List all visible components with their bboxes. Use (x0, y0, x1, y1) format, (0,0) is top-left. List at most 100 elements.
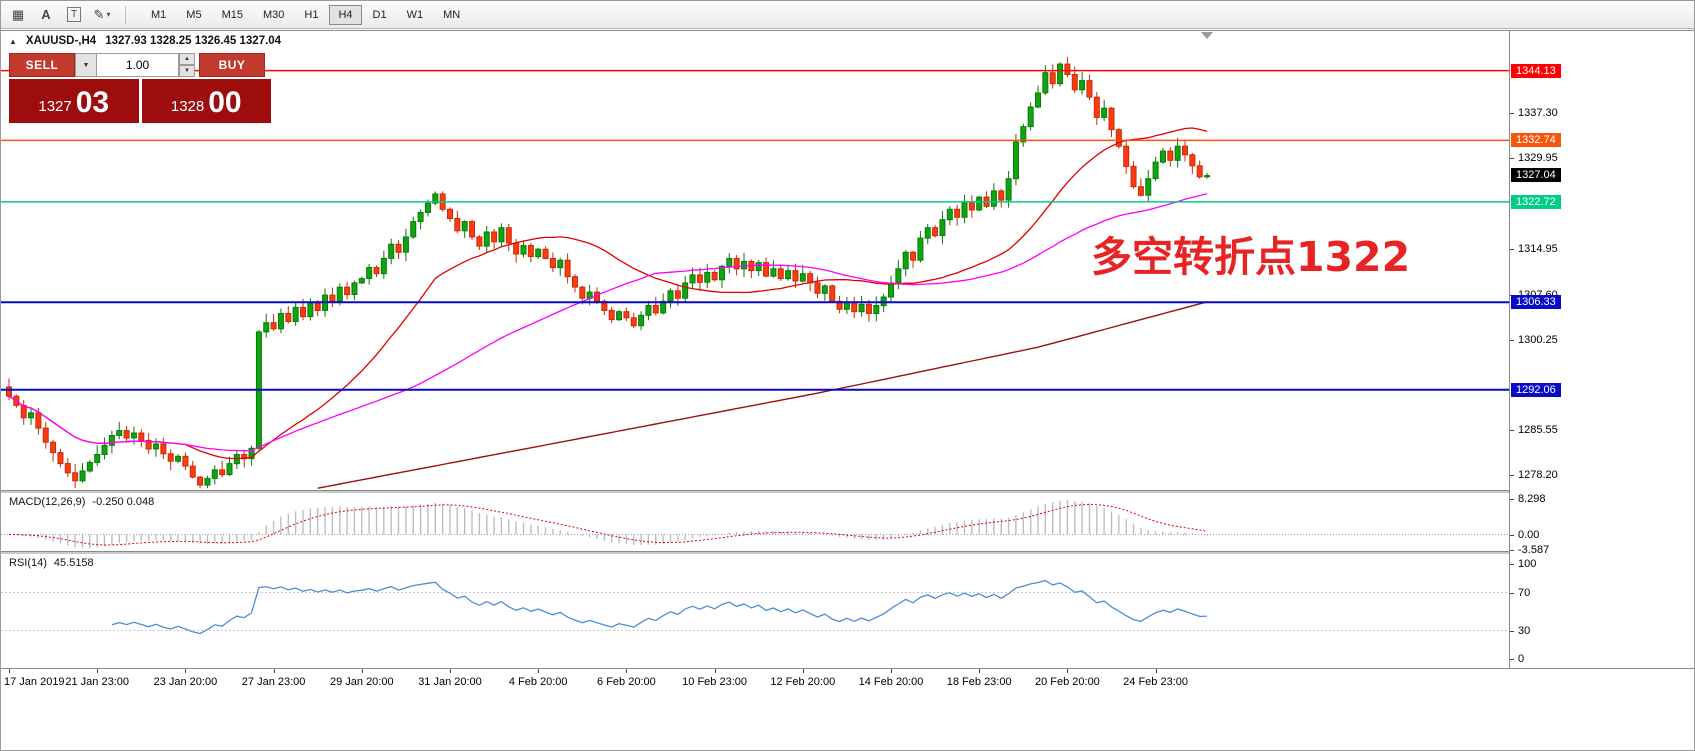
price-tick-label: 1285.55 (1518, 423, 1558, 436)
price-level-badge: 1322.72 (1511, 194, 1561, 209)
time-axis-label: 29 Jan 20:00 (329, 676, 394, 688)
macd-header: MACD(12,26,9) -0.250 0.048 (9, 496, 154, 508)
price-level-badge: 1292.06 (1511, 382, 1561, 397)
macd-tick-mark (1510, 498, 1514, 500)
time-axis-label: 12 Feb 20:00 (770, 676, 836, 688)
symbol-marker-icon: ▲ (9, 36, 17, 46)
volume-increase-button[interactable]: ▲ (179, 53, 195, 65)
label-tool-icon[interactable]: T (61, 4, 87, 26)
price-tick-label: 1300.25 (1518, 333, 1558, 346)
buy-price-integer: 1328 (170, 98, 205, 115)
price-tick-mark (1510, 339, 1514, 341)
pane-splitter[interactable] (1, 551, 1694, 554)
time-axis-label: 4 Feb 20:00 (508, 676, 568, 688)
price-tick-mark (1510, 157, 1514, 159)
buy-price-button[interactable]: 1328 00 (141, 79, 271, 123)
time-tick-mark (891, 669, 892, 673)
chart-annotation: 多空转折点1322 (1091, 233, 1411, 281)
timeframe-h4[interactable]: H4 (329, 4, 362, 25)
time-tick-mark (979, 669, 981, 673)
rsi-axis-label: 70 (1518, 586, 1531, 599)
price-level-badge: 1344.13 (1511, 63, 1561, 78)
chart-plot-area[interactable] (1, 31, 1509, 490)
time-tick-mark (626, 669, 628, 673)
time-axis-label: 20 Feb 20:00 (1034, 676, 1100, 688)
time-tick-mark (714, 669, 716, 673)
rsi-plot-area[interactable] (1, 554, 1509, 668)
timeframe-mn[interactable]: MN (434, 5, 469, 25)
sell-price-pips: 03 (75, 86, 110, 119)
time-axis-label: 18 Feb 23:00 (946, 676, 1012, 688)
macd-values: -0.250 0.048 (92, 496, 155, 508)
price-level-badge: 1306.33 (1511, 295, 1561, 310)
price-tick-mark (1510, 429, 1514, 431)
rsi-tick-mark (1510, 659, 1514, 660)
rsi-tick-mark (1510, 592, 1514, 594)
time-axis-label: 14 Feb 20:00 (858, 676, 924, 688)
shapes-tool-icon[interactable]: ✎ ▾ (89, 4, 115, 26)
rsi-header: RSI(14) 45.5158 (9, 557, 94, 569)
time-tick-mark (97, 669, 99, 673)
timeframe-group: M1 M5 M15 M30 H1 H4 D1 W1 MN (142, 4, 469, 25)
time-axis-label: 17 Jan 2019 (4, 676, 65, 688)
rsi-axis-label: 100 (1518, 558, 1537, 570)
time-tick-mark (9, 669, 10, 673)
macd-tick-mark (1510, 549, 1514, 551)
time-tick-mark (802, 669, 804, 673)
time-axis[interactable]: 17 Jan 2019 21 Jan 23:00 23 Jan 20:00 27 Ja… (1, 668, 1694, 697)
ohlc-values: 1327.93 1328.25 1326.45 1327.04 (105, 35, 282, 47)
pane-splitter[interactable] (1, 490, 1694, 493)
macd-plot-area[interactable] (1, 493, 1509, 551)
price-tick-label: 1278.20 (1518, 468, 1558, 481)
time-tick-mark (538, 669, 540, 673)
time-tick-mark (1067, 669, 1069, 673)
buy-button[interactable]: BUY (199, 53, 265, 77)
time-axis-label: 24 Feb 23:00 (1123, 676, 1189, 688)
label-tool-glyph: T (66, 7, 82, 22)
symbol-timeframe: XAUUSD-,H4 (25, 35, 97, 47)
macd-tick-mark (1510, 534, 1514, 536)
toolbar-separator (125, 5, 126, 24)
time-axis-label: 31 Jan 20:00 (418, 676, 482, 688)
price-tick-label: 1329.95 (1518, 151, 1558, 164)
volume-input[interactable] (97, 53, 179, 77)
price-level-badge: 1332.74 (1511, 133, 1561, 148)
time-axis-label: 6 Feb 20:00 (597, 676, 656, 688)
time-tick-mark (273, 669, 275, 673)
rsi-tick-mark (1510, 564, 1514, 565)
volume-stepper: ▲ ▼ (179, 53, 195, 77)
timeframe-m5[interactable]: M5 (177, 5, 210, 25)
timeframe-m1[interactable]: M1 (142, 5, 175, 25)
sell-button[interactable]: SELL (9, 53, 75, 77)
macd-axis-label: -3.587 (1518, 543, 1550, 556)
volume-decrease-button[interactable]: ▼ (179, 65, 195, 77)
price-tick-mark (1510, 249, 1514, 251)
price-axis[interactable]: 1337.301329.951314.951307.601300.251285.… (1509, 31, 1694, 668)
timeframe-h1[interactable]: H1 (295, 5, 327, 25)
trade-panel-prices: 1327 03 1328 00 (9, 79, 271, 123)
time-tick-mark (361, 669, 363, 673)
volume-dropdown-button[interactable]: ▼ (75, 53, 97, 77)
time-axis-label: 21 Jan 23:00 (65, 676, 129, 688)
price-tick-mark (1510, 294, 1514, 296)
timeframe-d1[interactable]: D1 (364, 5, 396, 25)
chart-shift-marker[interactable] (1201, 32, 1213, 39)
price-tick-mark (1510, 474, 1514, 476)
sell-price-button[interactable]: 1327 03 (9, 79, 139, 123)
time-tick-mark (450, 669, 451, 673)
timeframe-m30[interactable]: M30 (254, 5, 293, 25)
grid-icon[interactable]: ▦ (5, 4, 31, 26)
trade-panel-controls: SELL ▼ ▲ ▼ BUY (9, 53, 271, 77)
buy-price-pips: 00 (208, 86, 242, 119)
timeframe-m15[interactable]: M15 (213, 5, 252, 25)
timeframe-w1[interactable]: W1 (398, 5, 433, 25)
rsi-tick-mark (1510, 630, 1514, 632)
text-tool-glyph: A (41, 7, 51, 22)
time-axis-label: 27 Jan 23:00 (241, 676, 306, 688)
text-tool-icon[interactable]: A (33, 4, 59, 26)
macd-axis-label: 0.00 (1518, 528, 1540, 541)
rsi-value: 45.5158 (53, 557, 94, 569)
toolbar: ▦ A T ✎ ▾ M1 M5 M15 M30 H1 H4 D1 W1 MN (1, 1, 1694, 29)
